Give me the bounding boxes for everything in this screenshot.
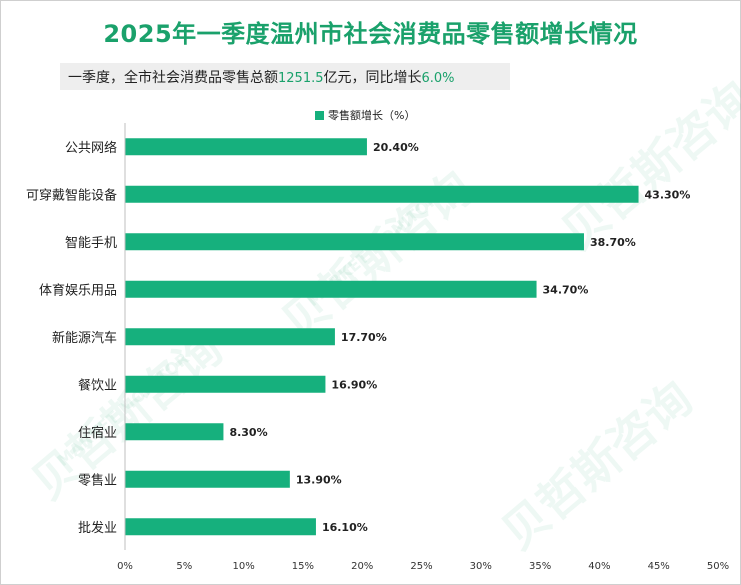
chart-title: 2025年一季度温州市社会消费品零售额增长情况 xyxy=(103,20,638,48)
x-tick-label: 35% xyxy=(529,561,551,572)
summary-total-value: 1251.5 xyxy=(278,71,324,86)
summary-box: 一季度，全市社会消费品零售总额1251.5亿元，同比增长6.0% xyxy=(60,63,510,90)
bar xyxy=(125,328,335,346)
legend: 零售额增长（%） xyxy=(315,107,415,123)
category-label: 零售业 xyxy=(78,472,117,488)
bar xyxy=(125,280,537,298)
category-label: 新能源汽车 xyxy=(52,330,117,346)
bar xyxy=(125,470,290,488)
data-label: 20.40% xyxy=(373,141,419,154)
data-label: 17.70% xyxy=(341,331,387,344)
bar xyxy=(125,185,639,203)
bar xyxy=(125,423,224,441)
x-tick-label: 5% xyxy=(176,561,192,572)
bar xyxy=(125,375,326,393)
category-label: 公共网络 xyxy=(65,140,117,156)
bar xyxy=(125,233,584,251)
data-label: 8.30% xyxy=(229,426,267,439)
x-tick-label: 0% xyxy=(117,561,133,572)
data-label: 43.30% xyxy=(645,188,691,201)
x-tick-label: 25% xyxy=(410,561,432,572)
data-label: 13.90% xyxy=(296,473,342,486)
summary-mid: 亿元，同比增长 xyxy=(323,70,422,86)
summary-prefix: 一季度，全市社会消费品零售总额 xyxy=(68,70,278,86)
data-label: 38.70% xyxy=(590,236,636,249)
data-label: 34.70% xyxy=(543,283,589,296)
category-label: 批发业 xyxy=(78,520,117,536)
data-label: 16.90% xyxy=(331,378,377,391)
category-label: 体育娱乐用品 xyxy=(39,282,117,298)
x-tick-label: 10% xyxy=(232,561,254,572)
x-tick-label: 15% xyxy=(292,561,314,572)
category-label: 餐饮业 xyxy=(78,377,117,393)
x-tick-label: 50% xyxy=(707,561,729,572)
category-label: 智能手机 xyxy=(65,236,117,251)
data-label: 16.10% xyxy=(322,521,368,534)
x-tick-label: 45% xyxy=(648,561,670,572)
summary-growth-value: 6.0% xyxy=(421,71,455,86)
bar xyxy=(125,518,316,536)
summary-text: 一季度，全市社会消费品零售总额1251.5亿元，同比增长6.0% xyxy=(68,67,455,87)
legend-label: 零售额增长（%） xyxy=(328,109,416,122)
legend-swatch xyxy=(315,111,324,120)
x-tick-label: 20% xyxy=(351,561,373,572)
x-tick-label: 40% xyxy=(588,561,610,572)
x-tick-label: 30% xyxy=(470,561,492,572)
category-label: 住宿业 xyxy=(78,425,117,441)
category-label: 可穿戴智能设备 xyxy=(26,187,117,203)
bar xyxy=(125,138,367,156)
